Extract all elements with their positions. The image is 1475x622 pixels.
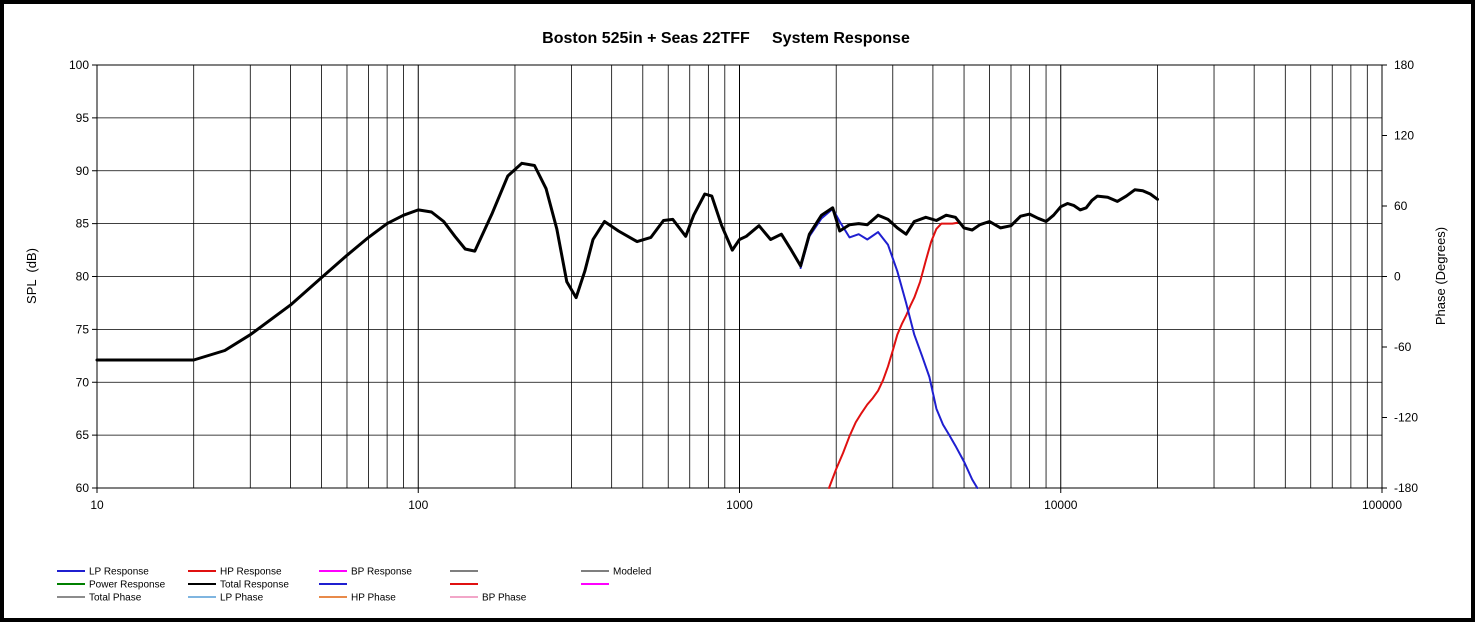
y2-tick-label: 120 — [1394, 129, 1414, 143]
legend-label: HP Response — [220, 567, 282, 578]
y-tick-label: 70 — [76, 375, 90, 389]
legend-label: BP Phase — [482, 593, 527, 604]
y-tick-label: 100 — [69, 58, 89, 72]
x-tick-label: 10000 — [1044, 498, 1078, 512]
x-tick-label: 100 — [408, 498, 428, 512]
y-tick-label: 75 — [76, 322, 90, 336]
x-axis-ticks: 10 100 1000 10000 100000 — [90, 488, 1402, 512]
series-lines — [95, 161, 1159, 489]
series-line-hp-response — [828, 221, 960, 489]
y2-tick-label: 60 — [1394, 199, 1408, 213]
series-line-lp-response — [799, 207, 979, 489]
legend-label: LP Response — [89, 567, 149, 578]
y2-tick-label: -60 — [1394, 340, 1412, 354]
legend-label: LP Phase — [220, 593, 264, 604]
y2-tick-label: -120 — [1394, 411, 1418, 425]
x-tick-label: 10 — [90, 498, 104, 512]
grid — [97, 65, 1382, 488]
legend-label: HP Phase — [351, 593, 396, 604]
x-tick-label: 1000 — [726, 498, 753, 512]
legend: LP Response HP Response BP Response Modeled… — [57, 567, 651, 604]
y-axis-label: SPL (dB) — [24, 248, 39, 304]
system-response-chart: Boston 525in + Seas 22TFF System Respons… — [24, 30, 1448, 604]
y-axis-ticks: 60 65 70 75 80 85 90 95 100 — [69, 58, 97, 495]
y2-axis-label: Phase (Degrees) — [1433, 227, 1448, 325]
y-tick-label: 85 — [76, 217, 90, 231]
series-line-total-response — [95, 161, 1159, 362]
legend-label: Total Phase — [89, 593, 142, 604]
legend-label: BP Response — [351, 567, 412, 578]
legend-label: Total Response — [220, 580, 289, 591]
y-tick-label: 65 — [76, 428, 90, 442]
y2-tick-label: 180 — [1394, 58, 1414, 72]
y-tick-label: 95 — [76, 111, 90, 125]
y-tick-label: 60 — [76, 481, 90, 495]
y-tick-label: 90 — [76, 164, 90, 178]
y2-tick-label: -180 — [1394, 481, 1418, 495]
legend-label: Power Response — [89, 580, 166, 591]
chart-title: Boston 525in + Seas 22TFF System Respons… — [542, 30, 910, 47]
y-tick-label: 80 — [76, 270, 90, 284]
y2-tick-label: 0 — [1394, 270, 1401, 284]
x-tick-label: 100000 — [1362, 498, 1402, 512]
y2-axis-ticks: -180 -120 -60 0 60 120 180 — [1382, 58, 1418, 495]
legend-label: Modeled — [613, 567, 651, 578]
